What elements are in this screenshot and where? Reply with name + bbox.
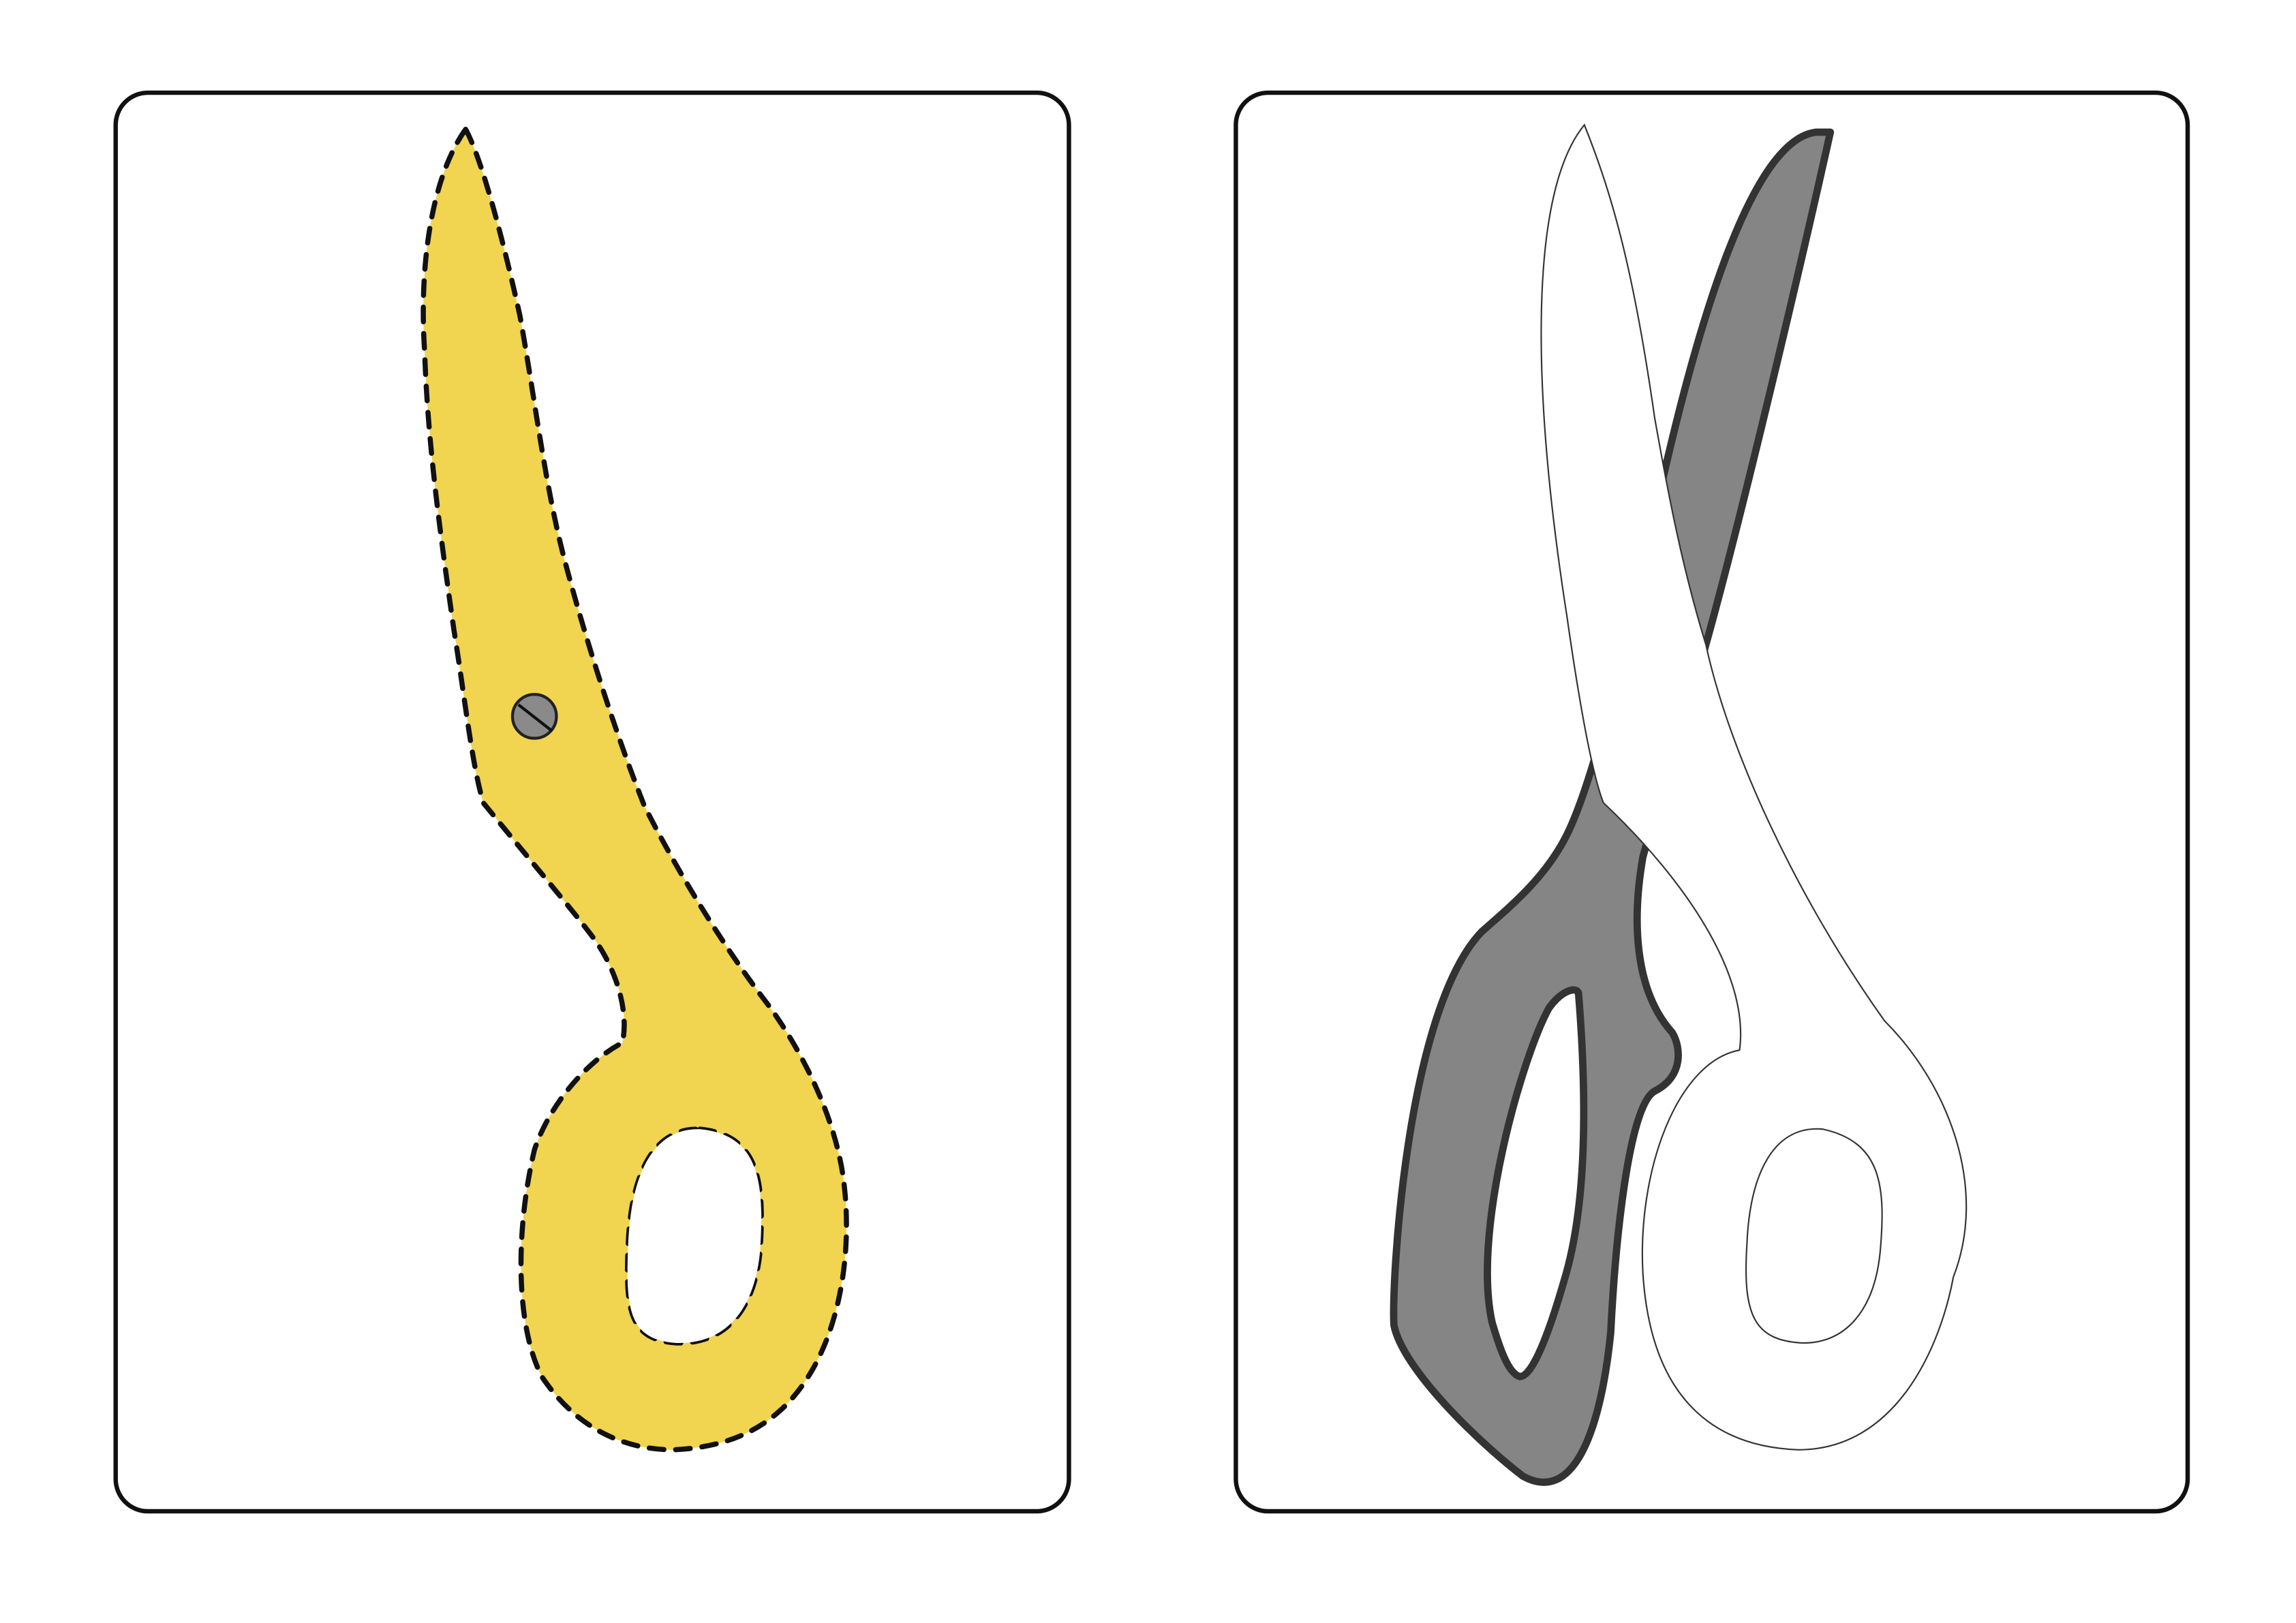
white-blade <box>1540 123 1968 1451</box>
finger-hole <box>627 1129 762 1344</box>
screw-slot <box>517 703 553 732</box>
